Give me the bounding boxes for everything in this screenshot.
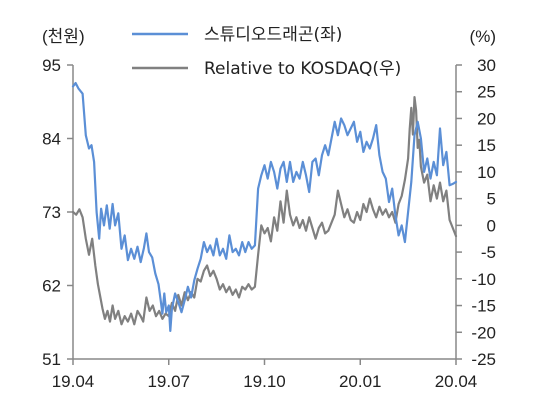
left-tick-label: 84 <box>42 130 61 149</box>
left-tick-label: 73 <box>42 203 61 222</box>
right-tick-label: 0 <box>487 216 496 235</box>
series-line-relative-kosdaq <box>71 96 458 326</box>
right-tick-label: -5 <box>481 243 496 262</box>
right-tick-label: 10 <box>477 163 496 182</box>
right-tick-label: 15 <box>477 136 496 155</box>
right-tick-label: 30 <box>477 56 496 75</box>
x-tick-label: 19.04 <box>52 372 95 391</box>
series-line-price <box>71 81 458 332</box>
x-tick-label: 19.07 <box>147 372 190 391</box>
right-tick-label: 5 <box>487 190 496 209</box>
right-tick-label: 25 <box>477 83 496 102</box>
right-tick-label: -20 <box>471 323 496 342</box>
x-tick-label: 20.04 <box>435 372 478 391</box>
right-tick-label: -15 <box>471 297 496 316</box>
right-tick-label: -10 <box>471 270 496 289</box>
axis-ticks: 95 84 73 62 51 30 25 20 15 10 5 0 -5 -10 -15 -20 -25 19.0… <box>42 56 496 391</box>
legend: 스튜디오드래곤(좌) Relative to KOSDAQ(우) <box>132 25 401 79</box>
legend-label-relative: Relative to KOSDAQ(우) <box>204 59 401 79</box>
left-tick-label: 62 <box>42 277 61 296</box>
x-tick-label: 20.01 <box>339 372 382 391</box>
legend-label-price: 스튜디오드래곤(좌) <box>204 25 342 45</box>
left-tick-label: 95 <box>42 56 61 75</box>
right-axis-unit: (%) <box>470 27 496 46</box>
series-layer <box>71 81 458 332</box>
left-axis-unit: (천원) <box>42 27 85 46</box>
right-tick-label: 20 <box>477 109 496 128</box>
left-tick-label: 51 <box>42 350 61 369</box>
right-tick-label: -25 <box>471 350 496 369</box>
x-tick-label: 19.10 <box>243 372 286 391</box>
